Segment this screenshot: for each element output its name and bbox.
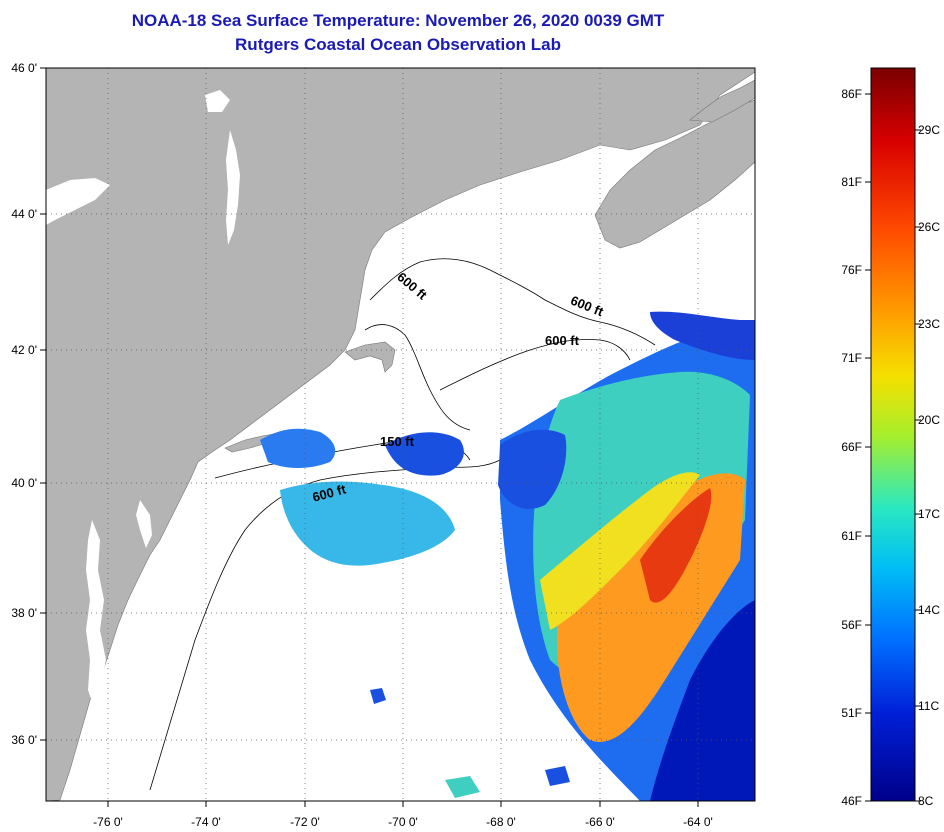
sst-patch-small-3 [545,766,570,786]
lake-ontario [46,178,110,225]
map-frame [45,67,756,802]
land-cape-breton [689,79,755,123]
colorbar-ticks [865,93,921,802]
sst-patch-shelf-south [280,481,455,566]
sst-patch-gulf-stream-yellow [540,472,700,630]
map-title: NOAA-18 Sea Surface Temperature: Novembe… [132,11,665,30]
lat-tick-label: 44 0' [11,207,37,221]
map-area[interactable]: 600 ft 600 ft 600 ft 150 ft 600 ft [46,68,755,801]
colorbar-f-label: 86F [841,87,862,101]
colorbar-f-label: 56F [841,618,862,632]
lon-tick-label: -72 0' [290,815,320,829]
lat-tick-label: 40 0' [11,476,37,490]
colorbar [870,67,916,802]
sst-patch-northeast [650,311,755,360]
land-mainland [46,68,755,801]
sst-patch-small-1 [370,688,386,704]
contour-label: 150 ft [380,434,415,449]
sst-data-layer [260,311,755,801]
colorbar-c-label: 14C [918,603,940,617]
colorbar-f-label: 46F [841,794,862,808]
delaware-bay [136,500,152,548]
colorbar-f-label: 76F [841,263,862,277]
colorbar-f-label: 81F [841,175,862,189]
axis-ticks [40,67,699,807]
contour-inner [364,324,471,431]
moosehead-lake [205,90,230,112]
colorbar-c-label: 8C [918,794,934,808]
colorbar-c-label: 11C [918,699,939,713]
colorbar-c-label: 29C [918,123,940,137]
land-cape-cod [344,341,396,373]
lake-champlain [226,130,240,245]
lon-tick-label: -68 0' [486,815,516,829]
colorbar-c-label: 23C [918,317,940,331]
graticule [46,68,755,801]
contour-600ft-gulf-of-maine [369,258,656,346]
lon-tick-label: -76 0' [93,815,123,829]
contour-label: 600 ft [545,333,580,348]
colorbar-f-label: 71F [841,351,862,365]
colorbar-f-label: 51F [841,706,862,720]
sst-patch-deep-blue [650,600,755,801]
colorbar-c-label: 26C [918,220,940,234]
colorbar-f-label: 66F [841,440,862,454]
lon-tick-label: -64 0' [683,815,713,829]
chesapeake-bay [86,520,106,710]
contour-600ft-georges [439,339,631,391]
colorbar-c-label: 17C [918,507,940,521]
colorbar-c-label: 20C [918,413,940,427]
sst-patch-shelf-east [385,432,464,476]
lat-tick-label: 38 0' [11,606,37,620]
lon-tick-label: -66 0' [585,815,615,829]
sst-patch-small-2 [445,776,480,798]
lat-tick-label: 42 0' [11,343,37,357]
sst-patch-shelf-west [260,428,336,468]
lon-tick-label: -74 0' [191,815,221,829]
sst-patch-core-red [640,488,712,603]
sst-patch-georges [498,429,567,509]
lat-tick-label: 46 0' [11,61,37,75]
map-subtitle: Rutgers Coastal Ocean Observation Lab [235,35,561,54]
lat-tick-label: 36 0' [11,733,37,747]
lon-tick-label: -70 0' [388,815,418,829]
land-nova-scotia [594,99,755,249]
colorbar-f-label: 61F [841,529,862,543]
